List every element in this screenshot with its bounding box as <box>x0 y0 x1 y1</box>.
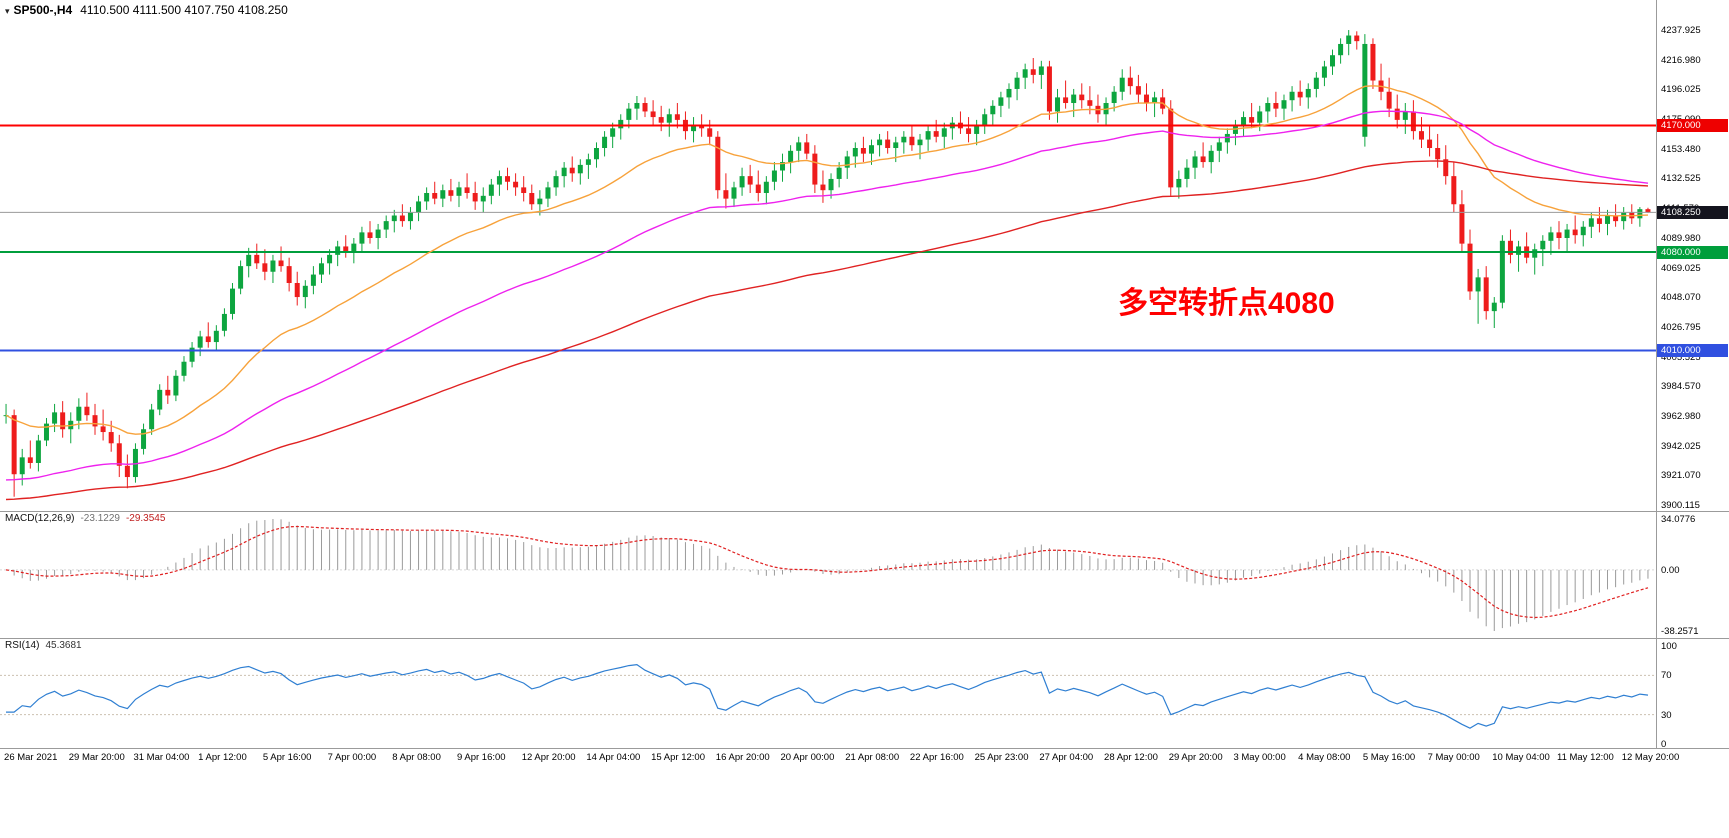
price-axis-label: 3942.025 <box>1661 440 1701 452</box>
time-axis-label: 31 Mar 04:00 <box>133 752 190 763</box>
time-axis-label: 21 Apr 08:00 <box>845 752 900 763</box>
rsi-value: 45.3681 <box>45 640 82 651</box>
price-axis-label: 3962.980 <box>1661 410 1701 422</box>
time-axis-label: 28 Apr 12:00 <box>1104 752 1158 763</box>
ohlc-values: 4110.500 4111.500 4107.750 4108.250 <box>80 3 288 17</box>
time-axis-label: 27 Apr 04:00 <box>1039 752 1094 763</box>
price-axis-label: 3984.570 <box>1661 381 1701 393</box>
macd-axis-min: -38.2571 <box>1661 626 1699 637</box>
macd-signal-value: -29.3545 <box>125 513 166 524</box>
price-marker-4170.000: 4170.000 <box>1657 119 1728 132</box>
time-axis-label: 7 May 00:00 <box>1427 752 1480 763</box>
time-axis-label: 15 Apr 12:00 <box>651 752 705 763</box>
time-axis-label: 8 Apr 08:00 <box>392 752 441 763</box>
macd-axis-zero: 0.00 <box>1661 564 1680 576</box>
price-axis-label: 4048.070 <box>1661 292 1701 304</box>
price-marker-4010.000: 4010.000 <box>1657 343 1728 357</box>
time-axis-label: 3 May 00:00 <box>1233 752 1286 763</box>
price-axis-label: 4196.025 <box>1661 84 1701 96</box>
price-axis-label: 4216.980 <box>1661 54 1701 66</box>
time-axis-label: 22 Apr 16:00 <box>909 752 964 763</box>
time-axis-label: 16 Apr 20:00 <box>715 752 770 763</box>
time-axis-label: 14 Apr 04:00 <box>586 752 641 763</box>
price-axis-label: 3921.070 <box>1661 470 1701 482</box>
time-axis-label: 9 Apr 16:00 <box>456 752 506 763</box>
time-axis-label: 25 Apr 23:00 <box>974 752 1029 763</box>
rsi-axis-0: 0 <box>1661 739 1667 750</box>
rsi-axis-70: 70 <box>1661 670 1672 682</box>
price-axis-label: 4069.025 <box>1661 262 1701 274</box>
time-axis-label: 5 May 16:00 <box>1362 752 1416 763</box>
macd-name: MACD(12,26,9) <box>5 513 75 524</box>
price-axis-label: 4132.525 <box>1661 173 1701 185</box>
rsi-name: RSI(14) <box>5 640 40 651</box>
chevron-down-icon[interactable]: ▾ <box>5 6 10 16</box>
macd-indicator-label: MACD(12,26,9) -23.1229 -29.3545 <box>5 513 165 524</box>
price-axis-label: 4089.980 <box>1661 232 1701 244</box>
macd-main-value: -23.1229 <box>80 513 120 524</box>
time-axis-label: 10 May 04:00 <box>1492 752 1550 763</box>
macd-axis-max: 34.0776 <box>1661 514 1696 525</box>
time-axis-label: 4 May 08:00 <box>1298 752 1351 763</box>
price-axis-label: 4005.525 <box>1661 351 1701 363</box>
time-axis-label: 5 Apr 16:00 <box>262 752 312 763</box>
time-axis-label: 29 Mar 20:00 <box>68 752 125 763</box>
price-axis-label: 4026.795 <box>1661 321 1701 333</box>
time-axis-label: 29 Apr 20:00 <box>1168 752 1223 763</box>
time-axis-label: 11 May 12:00 <box>1556 752 1614 763</box>
time-axis-label: 7 Apr 00:00 <box>327 752 377 763</box>
rsi-axis-30: 30 <box>1661 709 1672 721</box>
price-axis-label: 4237.925 <box>1661 25 1701 36</box>
time-axis-label: 12 May 20:00 <box>1621 752 1680 763</box>
time-axis-label: 26 Mar 2021 <box>4 752 58 763</box>
chart-title: ▾ SP500-,H4 4110.500 4111.500 4107.750 410… <box>5 3 288 17</box>
time-axis-label: 1 Apr 12:00 <box>198 752 247 763</box>
price-marker-4108.250: 4108.250 <box>1657 205 1728 219</box>
price-axis-label: 4153.480 <box>1661 143 1701 155</box>
chart-annotation-text[interactable]: 多空转折点4080 <box>1118 287 1335 320</box>
time-axis-label: 12 Apr 20:00 <box>521 752 576 763</box>
price-axis-label: 3900.115 <box>1661 500 1700 511</box>
symbol-timeframe-label: SP500-,H4 <box>13 3 73 17</box>
rsi-axis-100: 100 <box>1661 641 1677 652</box>
price-marker-4080.000: 4080.000 <box>1657 245 1728 259</box>
time-axis-label: 20 Apr 00:00 <box>780 752 835 763</box>
rsi-indicator-label: RSI(14) 45.3681 <box>5 640 82 651</box>
